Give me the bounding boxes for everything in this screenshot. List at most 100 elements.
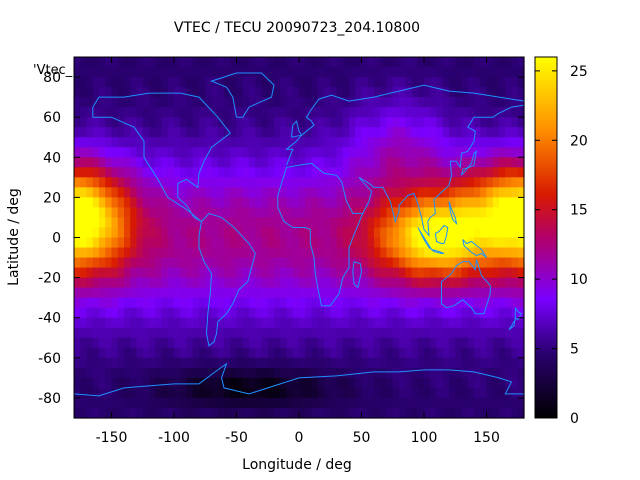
heatmap-cell <box>105 287 113 299</box>
heatmap-cell <box>386 267 394 279</box>
heatmap-cell <box>474 347 481 359</box>
heatmap-cell <box>130 177 138 188</box>
heatmap-cell <box>167 227 175 239</box>
heatmap-cell <box>417 57 425 68</box>
heatmap-cell <box>186 87 194 98</box>
heatmap-cell <box>280 407 288 419</box>
heatmap-cell <box>449 187 456 198</box>
heatmap-cell <box>436 277 444 289</box>
heatmap-cell <box>474 127 481 138</box>
heatmap-cell <box>161 167 169 178</box>
heatmap-cell <box>492 87 500 98</box>
heatmap-cell <box>305 297 313 309</box>
heatmap-cell <box>405 77 413 88</box>
heatmap-cell <box>405 337 413 349</box>
heatmap-cell <box>292 297 300 309</box>
heatmap-cell <box>324 237 331 249</box>
heatmap-cell <box>299 57 306 68</box>
heatmap-cell <box>355 327 363 339</box>
heatmap-cell <box>455 197 463 209</box>
heatmap-cell <box>305 287 313 299</box>
heatmap-cell <box>405 347 413 359</box>
heatmap-cell <box>480 257 488 269</box>
heatmap-cell <box>174 277 181 289</box>
heatmap-cell <box>336 327 344 339</box>
heatmap-cell <box>236 197 244 209</box>
heatmap-cell <box>211 187 219 198</box>
heatmap-cell <box>317 137 325 148</box>
heatmap-cell <box>461 167 469 178</box>
heatmap-cell <box>355 227 363 239</box>
heatmap-cell <box>255 257 263 269</box>
heatmap-cell <box>267 357 275 369</box>
heatmap-cell <box>349 97 356 108</box>
heatmap-cell <box>361 107 369 118</box>
heatmap-cell <box>124 267 131 279</box>
heatmap-cell <box>149 407 156 419</box>
heatmap-cell <box>324 197 331 209</box>
heatmap-cell <box>124 177 131 188</box>
heatmap-cell <box>367 357 375 369</box>
heatmap-cell <box>249 57 256 68</box>
heatmap-cell <box>174 287 181 299</box>
heatmap-cell <box>511 137 519 148</box>
heatmap-cell <box>374 187 381 198</box>
heatmap-cell <box>299 297 306 309</box>
heatmap-cell <box>205 217 213 229</box>
heatmap-cell <box>517 337 525 349</box>
heatmap-cell <box>192 287 200 299</box>
heatmap-cell <box>274 257 281 269</box>
heatmap-cell <box>355 87 363 98</box>
heatmap-cell <box>74 327 81 339</box>
heatmap-cell <box>211 247 219 259</box>
heatmap-cell <box>92 87 100 98</box>
heatmap-cell <box>86 337 94 349</box>
heatmap-cell <box>261 167 269 178</box>
heatmap-cell <box>199 117 206 128</box>
heatmap-cell <box>480 387 488 399</box>
heatmap-cell <box>511 127 519 138</box>
heatmap-cell <box>80 347 88 359</box>
colorbar-tick-label: 5 <box>570 342 579 358</box>
heatmap-cell <box>299 117 306 128</box>
heatmap-cell <box>155 397 163 409</box>
heatmap-cell <box>405 247 413 259</box>
heatmap-cell <box>161 217 169 229</box>
heatmap-cell <box>99 257 106 269</box>
heatmap-cell <box>242 187 250 198</box>
heatmap-cell <box>330 177 338 188</box>
heatmap-cell <box>149 187 156 198</box>
heatmap-cell <box>399 117 406 128</box>
heatmap-cell <box>305 167 313 178</box>
heatmap-cell <box>380 357 388 369</box>
heatmap-cell <box>392 267 400 279</box>
heatmap-cell <box>186 217 194 229</box>
heatmap-cell <box>336 267 344 279</box>
heatmap-cell <box>124 97 131 108</box>
heatmap-cell <box>342 387 350 399</box>
heatmap-cell <box>211 297 219 309</box>
heatmap-cell <box>417 67 425 78</box>
heatmap-cell <box>74 347 81 359</box>
heatmap-cell <box>274 157 281 168</box>
heatmap-cell <box>280 367 288 379</box>
heatmap-cell <box>299 357 306 369</box>
heatmap-cell <box>492 367 500 379</box>
heatmap-cell <box>211 397 219 409</box>
heatmap-cell <box>392 247 400 259</box>
heatmap-cell <box>474 147 481 158</box>
heatmap-cell <box>317 307 325 319</box>
heatmap-cell <box>217 237 225 249</box>
heatmap-cell <box>211 157 219 168</box>
heatmap-cell <box>517 377 525 389</box>
heatmap-cell <box>499 197 506 209</box>
heatmap-cell <box>242 57 250 68</box>
heatmap-cell <box>92 137 100 148</box>
heatmap-cell <box>492 277 500 289</box>
heatmap-cell <box>192 147 200 158</box>
heatmap-cell <box>261 337 269 349</box>
heatmap-cell <box>267 397 275 409</box>
heatmap-cell <box>86 127 94 138</box>
heatmap-cell <box>80 297 88 309</box>
heatmap-cell <box>417 347 425 359</box>
